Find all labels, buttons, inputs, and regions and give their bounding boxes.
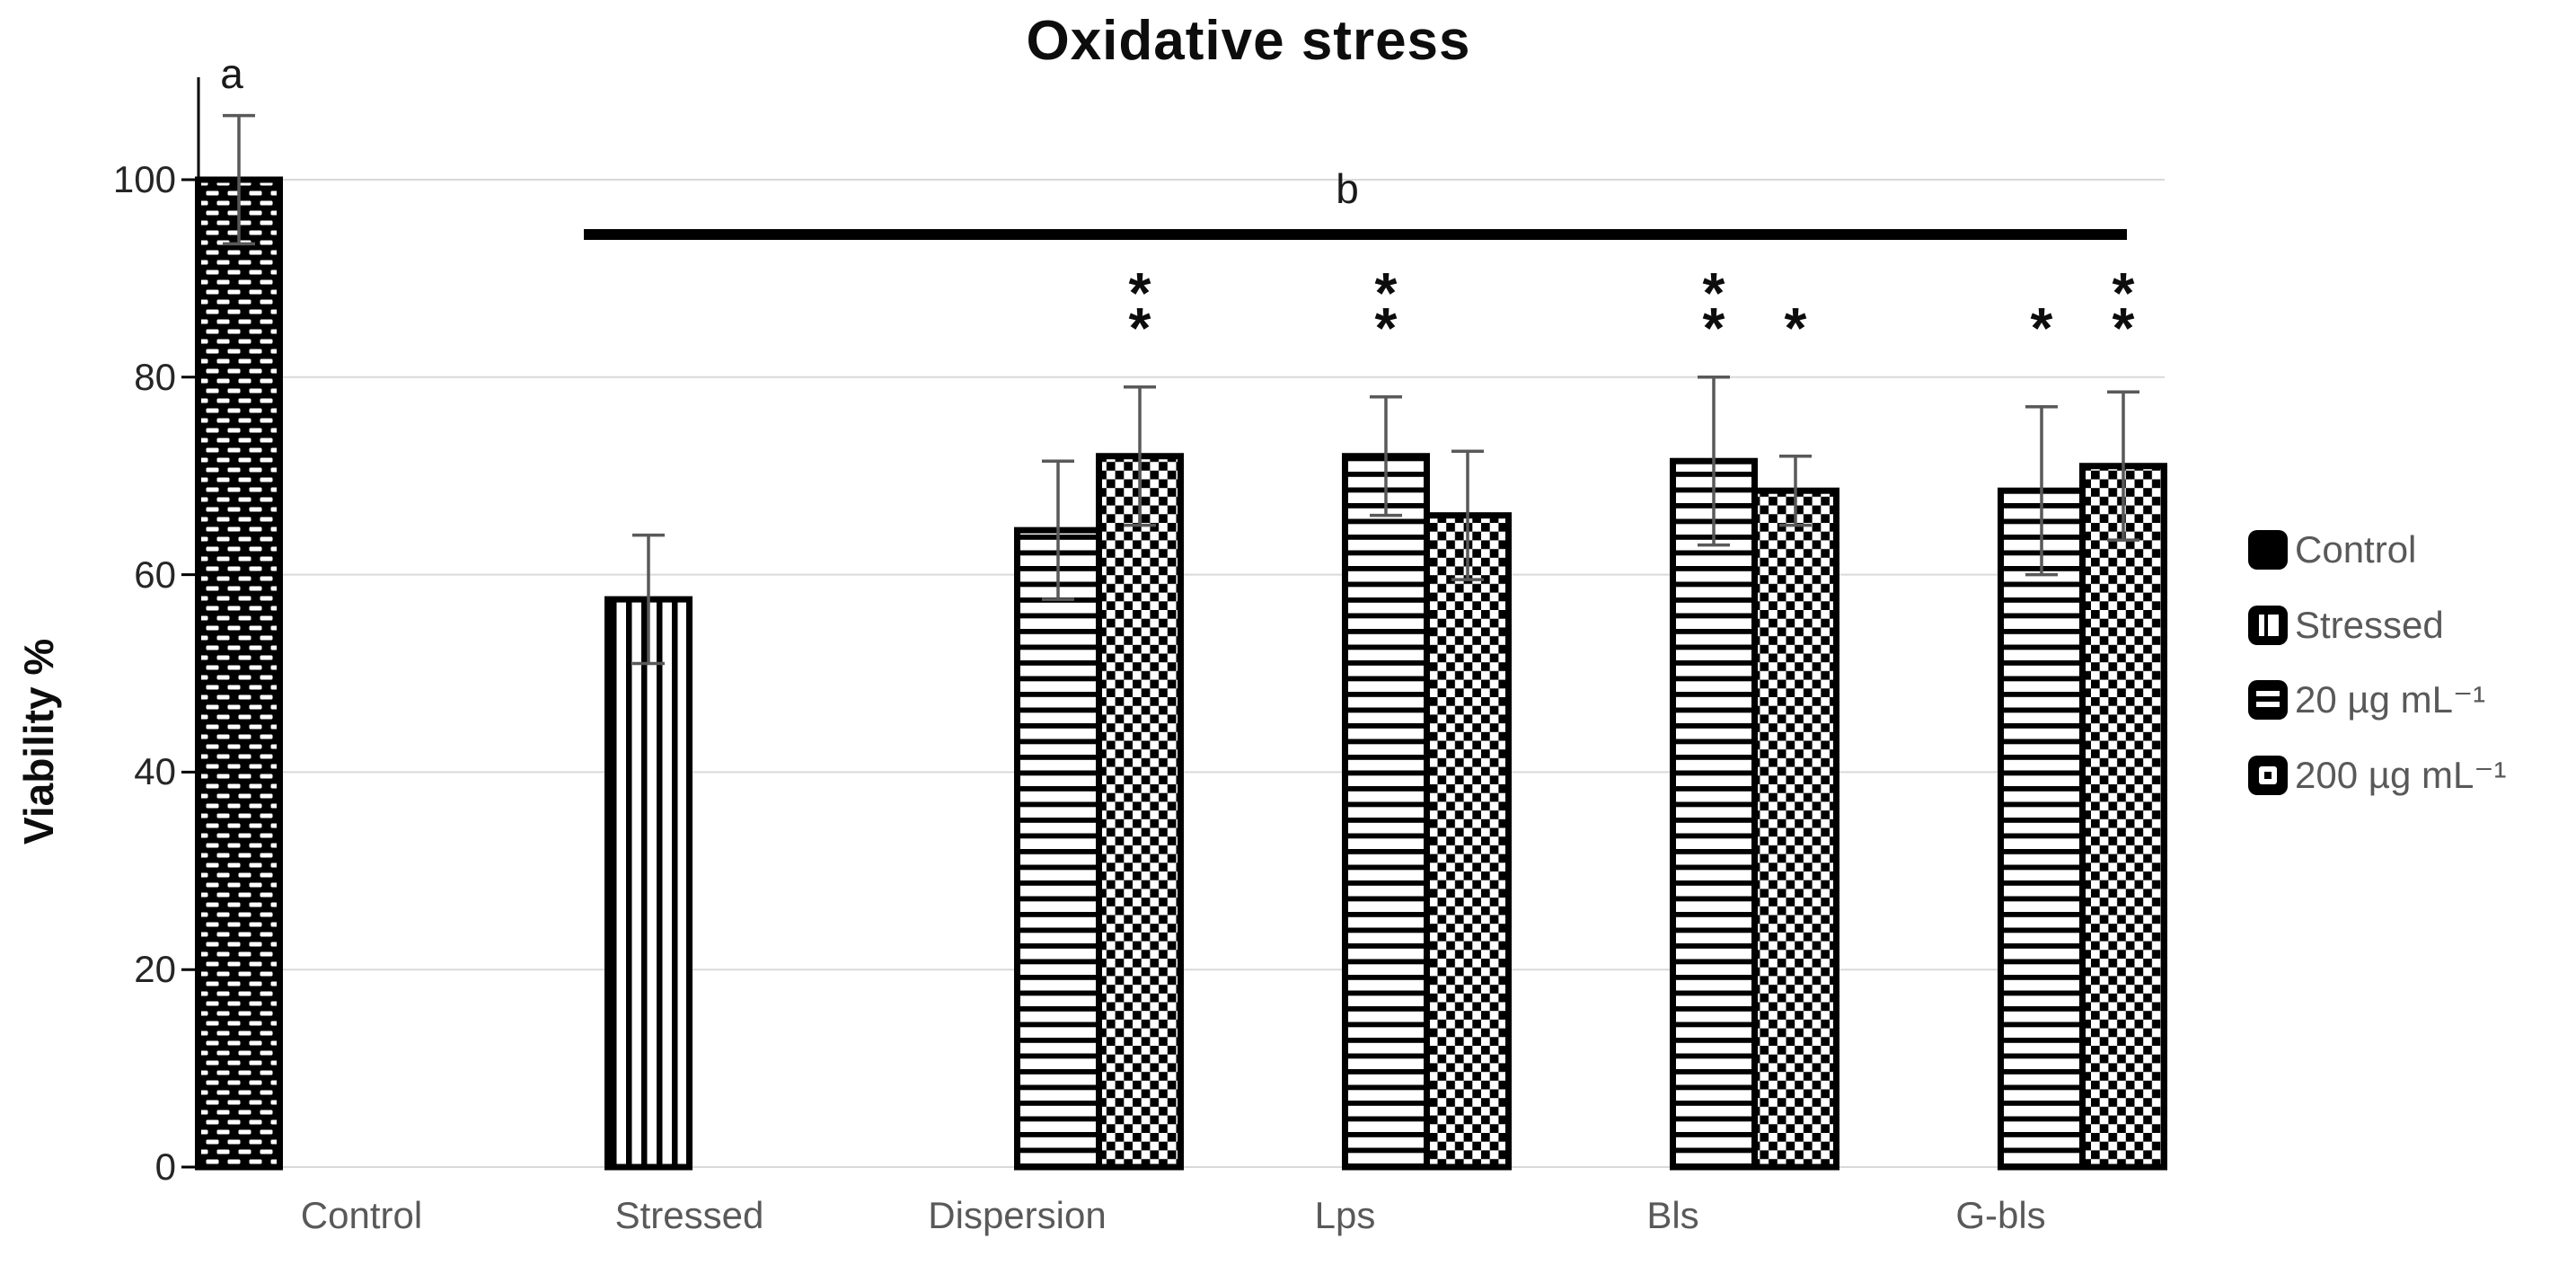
legend-item-vstripes: Stressed (2247, 604, 2444, 647)
error-bars (223, 113, 2139, 666)
bar-Stressed-vstripes (604, 596, 693, 1171)
category-label-Dispersion: Dispersion (928, 1194, 1107, 1236)
legend-item-checker: 200 µg mL⁻¹ (2247, 754, 2506, 797)
y-tick-label: 20 (134, 948, 176, 991)
category-label-G-bls: G-bls (1955, 1194, 2046, 1236)
legend-swatch-hstripes-icon (2248, 680, 2288, 720)
legend-item-hstripes: 20 µg mL⁻¹ (2247, 678, 2485, 721)
category-label-Control: Control (300, 1194, 423, 1236)
legend-label: 200 µg mL⁻¹ (2295, 754, 2507, 796)
star-mark: * (1785, 296, 1807, 360)
y-tick-label: 100 (112, 158, 176, 200)
category-label-Bls: Bls (1646, 1194, 1699, 1236)
star-mark: * (1703, 296, 1725, 360)
annotation-a: a (220, 50, 243, 97)
bar-Dispersion-checker (1096, 453, 1184, 1171)
y-tick-label: 40 (134, 750, 176, 793)
significance-line (584, 229, 2127, 240)
bar-G-bls-hstripes (1998, 487, 2086, 1171)
star-mark: * (1129, 296, 1151, 360)
significance-stars: ****** * *** (1129, 261, 2135, 360)
legend-swatch-vstripes-icon (2248, 606, 2288, 645)
star-mark: * (1375, 261, 1398, 325)
bar-Lps-hstripes (1342, 453, 1430, 1171)
star-mark: * (1129, 261, 1151, 325)
chart-title: Oxidative stress (1026, 10, 1471, 72)
bar-Bls-checker (1751, 487, 1839, 1171)
star-mark: * (1375, 296, 1398, 360)
legend-label: Control (2295, 528, 2417, 571)
legend-swatch-checker-icon (2248, 756, 2288, 795)
bar-Dispersion-hstripes (1014, 526, 1102, 1171)
bar-G-bls-checker (2079, 463, 2167, 1171)
legend-item-solid: Control (2247, 528, 2416, 571)
y-tick-label: 60 (134, 553, 176, 596)
bar-Lps-checker (1424, 512, 1512, 1171)
y-axis-title: Viability % (15, 638, 62, 845)
legend-swatch-solid-icon (2248, 530, 2288, 570)
legend-label: Stressed (2295, 604, 2444, 646)
bar-Bls-hstripes (1670, 457, 1758, 1171)
y-tick-label: 0 (154, 1146, 176, 1188)
sig-line-b (584, 229, 2127, 240)
star-mark: * (2113, 296, 2135, 360)
star-mark: * (1703, 261, 1725, 325)
star-mark: * (2031, 296, 2053, 360)
bar-Control-solid (195, 176, 283, 1171)
legend-label: 20 µg mL⁻¹ (2295, 678, 2486, 721)
annotation-b: b (1336, 165, 1359, 212)
star-mark: * (2113, 261, 2135, 325)
category-label-Stressed: Stressed (614, 1194, 764, 1236)
category-label-Lps: Lps (1314, 1194, 1376, 1236)
bars (195, 176, 2167, 1171)
y-tick-label: 80 (134, 355, 176, 398)
